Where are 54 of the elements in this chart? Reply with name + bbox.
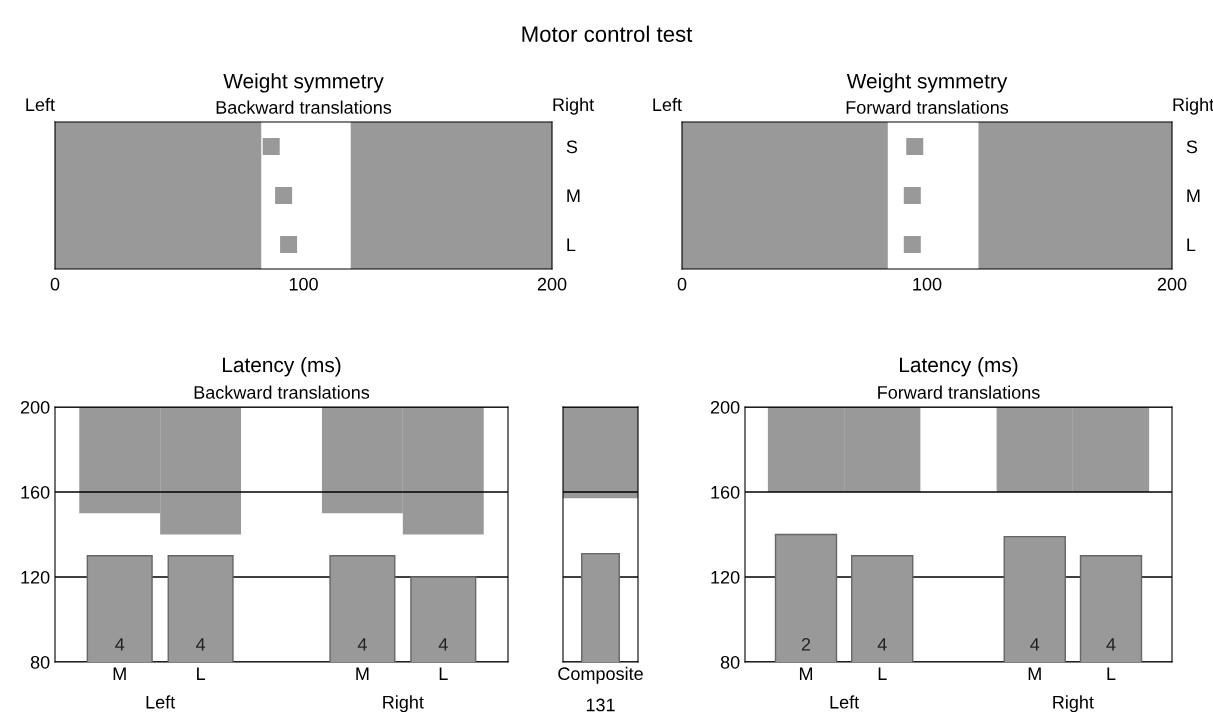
data-label: 131 bbox=[586, 698, 615, 712]
text: Left bbox=[830, 695, 860, 709]
y-tick-label: S bbox=[1186, 140, 1198, 154]
x-tick-label: M bbox=[113, 667, 126, 680]
y-tick-label: M bbox=[1187, 189, 1200, 203]
y-tick-label: 120 bbox=[711, 570, 740, 584]
text: Left bbox=[146, 695, 176, 709]
x-tick-label: M bbox=[799, 667, 813, 680]
y-tick-label: M bbox=[567, 189, 580, 203]
chart-title: Weight symmetry bbox=[223, 73, 384, 93]
x-tick-label: L bbox=[878, 667, 887, 680]
x-tick-label: L bbox=[439, 667, 448, 680]
annotation: 4 bbox=[357, 638, 367, 651]
chart-subtitle: Forward translations bbox=[846, 100, 1009, 114]
y-tick-label: L bbox=[1187, 238, 1196, 252]
annotation: 4 bbox=[1106, 638, 1116, 651]
text: Right bbox=[1053, 695, 1094, 712]
annotation: 4 bbox=[196, 638, 206, 651]
text: Left bbox=[653, 97, 682, 112]
chart-subtitle: Backward translations bbox=[194, 385, 370, 399]
annotation: 4 bbox=[877, 638, 887, 651]
x-tick-label: M bbox=[356, 667, 369, 680]
y-tick-label: 80 bbox=[720, 655, 740, 669]
chart-subtitle: Forward translations bbox=[878, 385, 1040, 399]
x-tick-label: Composite bbox=[558, 666, 643, 684]
x-tick-label: 200 bbox=[1157, 277, 1187, 291]
text: Right bbox=[553, 97, 595, 115]
annotation: 2 bbox=[801, 638, 811, 651]
chart-title: Weight symmetry bbox=[846, 73, 1008, 93]
y-tick-label: 80 bbox=[30, 655, 50, 669]
chart-title: Latency (ms) bbox=[900, 356, 1018, 377]
y-tick-label: 200 bbox=[710, 400, 740, 414]
text: Motor control test bbox=[522, 25, 693, 42]
annotation: 4 bbox=[115, 638, 125, 651]
y-tick-label: 160 bbox=[21, 485, 50, 499]
y-tick-label: S bbox=[566, 140, 578, 154]
x-tick-label: 100 bbox=[913, 277, 942, 291]
x-tick-label: L bbox=[1107, 667, 1116, 680]
y-tick-label: 200 bbox=[20, 400, 50, 414]
x-tick-label: 0 bbox=[677, 277, 687, 291]
x-tick-label: L bbox=[197, 667, 206, 680]
y-tick-label: L bbox=[567, 238, 576, 252]
y-tick-label: 120 bbox=[21, 570, 50, 584]
x-tick-label: 0 bbox=[50, 277, 60, 291]
text: Right bbox=[383, 695, 424, 712]
chart-title: Latency (ms) bbox=[223, 356, 341, 377]
x-tick-label: 100 bbox=[289, 277, 318, 291]
text: Left bbox=[26, 97, 55, 112]
x-tick-label: M bbox=[1028, 667, 1041, 680]
x-tick-label: 200 bbox=[537, 277, 567, 291]
annotation: 4 bbox=[438, 638, 448, 651]
chart-subtitle: Backward translations bbox=[216, 100, 392, 114]
annotation: 4 bbox=[1030, 638, 1040, 651]
y-tick-label: 160 bbox=[711, 485, 740, 499]
